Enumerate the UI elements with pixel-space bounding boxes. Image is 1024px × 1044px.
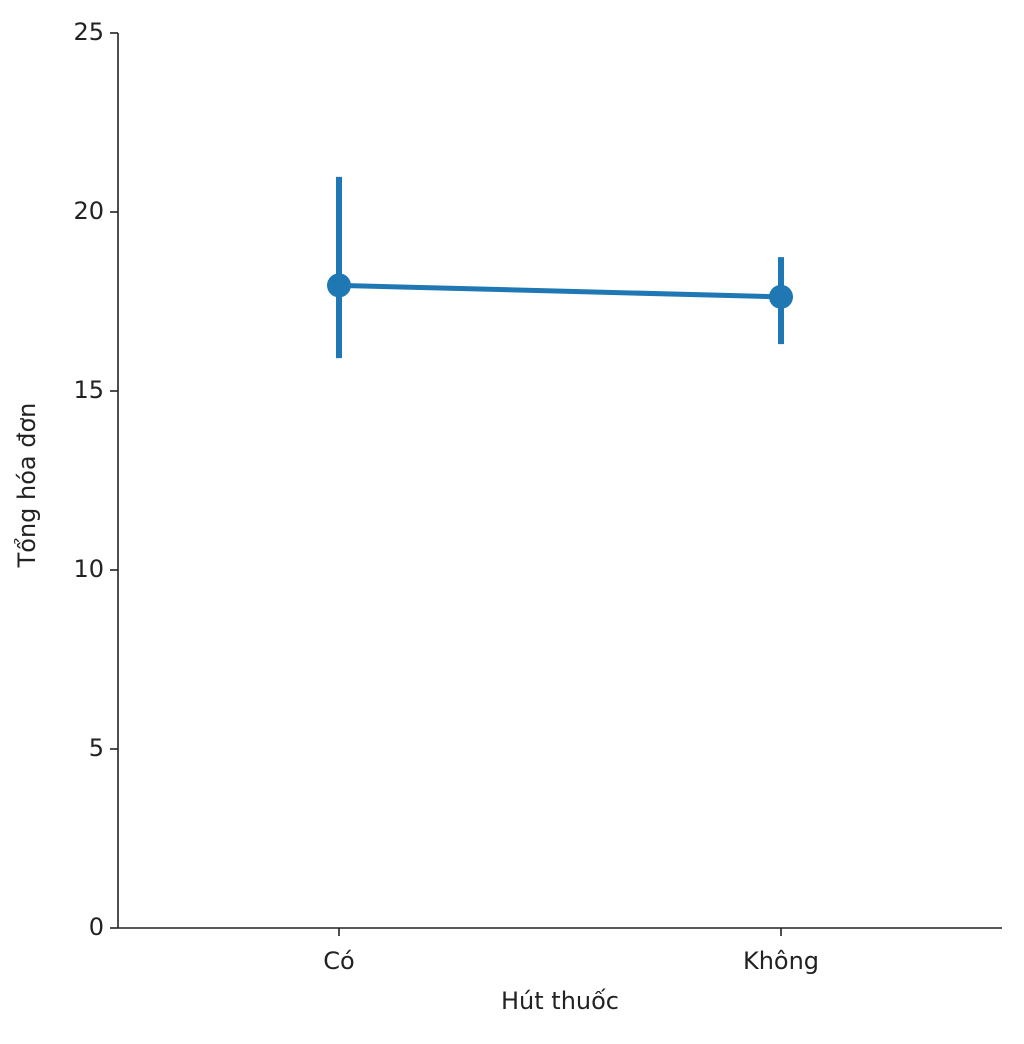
y-tick-label: 5: [89, 734, 104, 762]
y-axis-label: Tổng hóa đơn: [13, 403, 41, 569]
y-tick-label: 25: [73, 18, 104, 46]
x-axis-label: Hút thuốc: [501, 987, 619, 1015]
y-tick-label: 15: [73, 376, 104, 404]
x-tick-label: Có: [323, 947, 354, 975]
x-tick-label: Không: [743, 947, 819, 975]
y-tick-label: 10: [73, 555, 104, 583]
y-tick-label: 0: [89, 913, 104, 941]
point: [327, 273, 351, 298]
series-line: [338, 282, 782, 300]
point: [769, 284, 793, 309]
y-tick-label: 20: [73, 197, 104, 225]
